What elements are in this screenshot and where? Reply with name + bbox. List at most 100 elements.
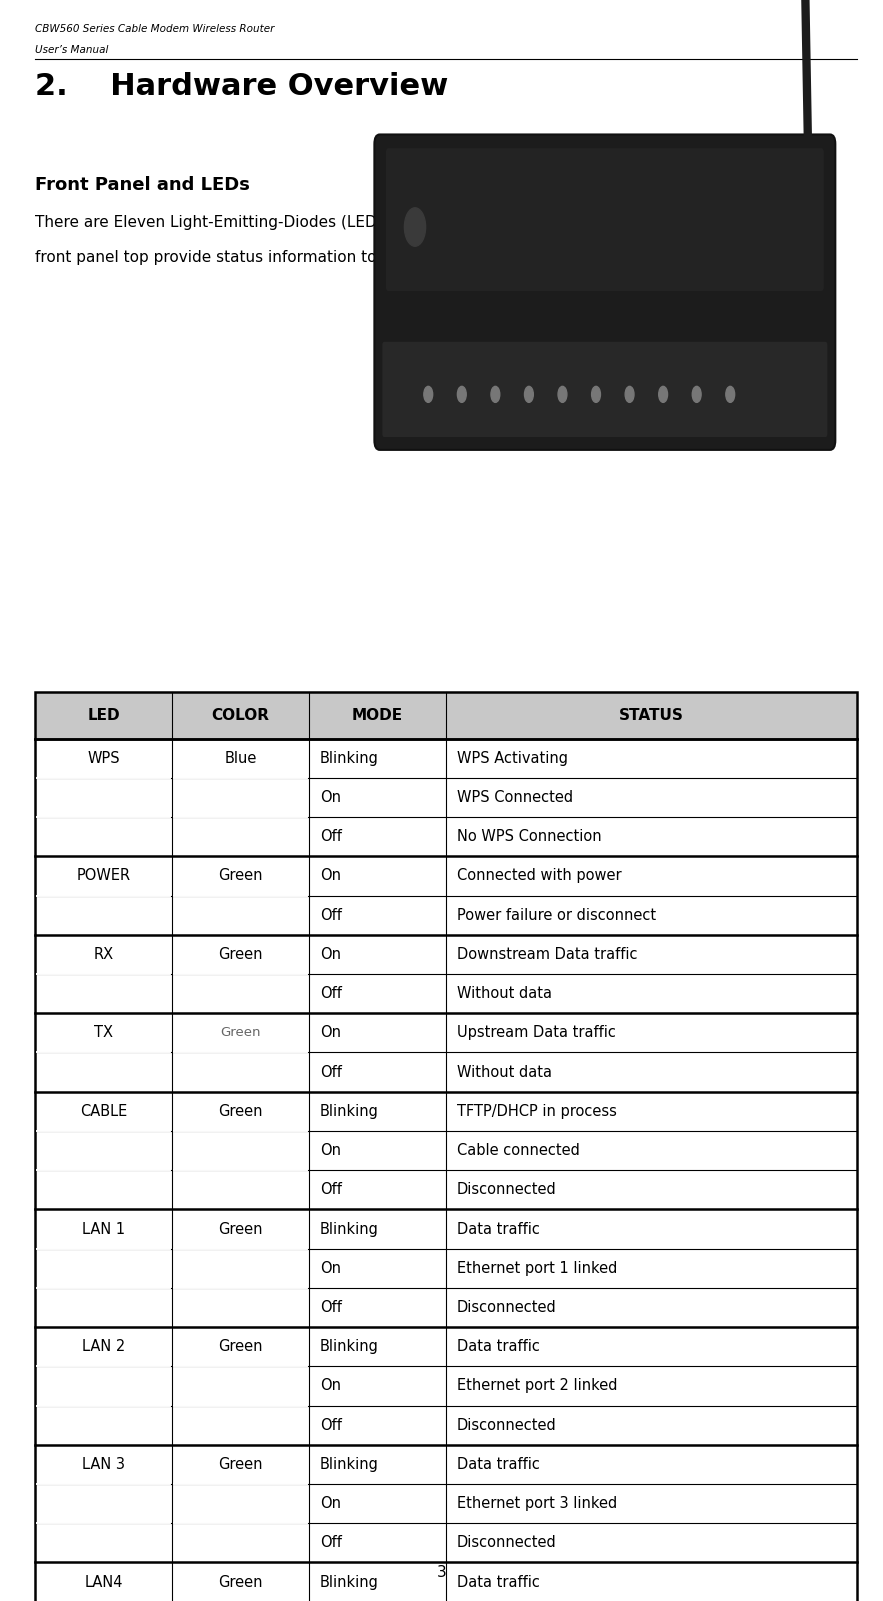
- FancyBboxPatch shape: [374, 134, 835, 450]
- Bar: [35, 857, 857, 895]
- Text: Ethernet port 1 linked: Ethernet port 1 linked: [457, 1260, 617, 1276]
- Text: WPS Connected: WPS Connected: [457, 789, 573, 805]
- Text: Green: Green: [218, 946, 263, 962]
- Text: Data traffic: Data traffic: [457, 1457, 540, 1471]
- Text: Off: Off: [320, 1417, 342, 1433]
- Bar: [35, 1013, 857, 1052]
- Text: CBW560 Series Cable Modem Wireless Router: CBW560 Series Cable Modem Wireless Route…: [35, 24, 275, 34]
- Text: 2.    Hardware Overview: 2. Hardware Overview: [35, 72, 449, 101]
- Bar: [35, 692, 857, 738]
- Text: On: On: [320, 1495, 341, 1511]
- Circle shape: [491, 386, 500, 402]
- Text: Green: Green: [218, 1457, 263, 1471]
- Bar: [35, 817, 857, 857]
- Text: Disconnected: Disconnected: [457, 1182, 556, 1198]
- Bar: [35, 1092, 857, 1130]
- Text: Downstream Data traffic: Downstream Data traffic: [457, 946, 637, 962]
- Text: Blinking: Blinking: [320, 1574, 379, 1590]
- Text: CABLE: CABLE: [80, 1103, 127, 1119]
- Text: Off: Off: [320, 1065, 342, 1079]
- FancyBboxPatch shape: [386, 149, 824, 291]
- Bar: [35, 738, 857, 778]
- Text: LAN 1: LAN 1: [82, 1222, 125, 1236]
- Text: Ethernet port 3 linked: Ethernet port 3 linked: [457, 1495, 616, 1511]
- Text: WPS Activating: WPS Activating: [457, 751, 568, 765]
- Bar: [35, 1130, 857, 1170]
- Bar: [35, 1523, 857, 1563]
- Circle shape: [558, 386, 567, 402]
- Text: Upstream Data traffic: Upstream Data traffic: [457, 1025, 615, 1041]
- Text: Disconnected: Disconnected: [457, 1417, 556, 1433]
- Text: LAN 2: LAN 2: [82, 1338, 125, 1354]
- Text: On: On: [320, 946, 341, 962]
- Bar: [35, 1484, 857, 1523]
- Bar: [35, 692, 857, 1601]
- Text: Front Panel and LEDs: Front Panel and LEDs: [35, 176, 250, 194]
- Text: Off: Off: [320, 829, 342, 844]
- Text: On: On: [320, 789, 341, 805]
- Bar: [35, 1209, 857, 1249]
- Text: Without data: Without data: [457, 1065, 552, 1079]
- Text: LAN4: LAN4: [85, 1574, 123, 1590]
- Text: On: On: [320, 1025, 341, 1041]
- Text: Blinking: Blinking: [320, 751, 379, 765]
- Text: LED: LED: [87, 708, 120, 722]
- Text: Off: Off: [320, 986, 342, 1001]
- Text: 3: 3: [436, 1564, 447, 1580]
- Text: Green: Green: [218, 1222, 263, 1236]
- Bar: [35, 973, 857, 1013]
- Bar: [35, 1563, 857, 1601]
- Text: Blinking: Blinking: [320, 1457, 379, 1471]
- Bar: [35, 1249, 857, 1287]
- Text: RX: RX: [94, 946, 114, 962]
- Circle shape: [625, 386, 634, 402]
- Bar: [35, 1406, 857, 1444]
- Circle shape: [525, 386, 533, 402]
- Text: Green: Green: [218, 1338, 263, 1354]
- Text: Disconnected: Disconnected: [457, 1300, 556, 1314]
- Text: Data traffic: Data traffic: [457, 1574, 540, 1590]
- Text: Blinking: Blinking: [320, 1103, 379, 1119]
- Text: Off: Off: [320, 908, 342, 922]
- Text: Connected with power: Connected with power: [457, 868, 621, 884]
- Text: Off: Off: [320, 1300, 342, 1314]
- FancyBboxPatch shape: [382, 341, 827, 437]
- Text: Cable connected: Cable connected: [457, 1143, 579, 1158]
- Text: Off: Off: [320, 1535, 342, 1550]
- Bar: [35, 895, 857, 935]
- Text: Power failure or disconnect: Power failure or disconnect: [457, 908, 656, 922]
- Text: Green: Green: [218, 1103, 263, 1119]
- Text: Data traffic: Data traffic: [457, 1338, 540, 1354]
- Bar: [35, 778, 857, 817]
- Text: Blinking: Blinking: [320, 1338, 379, 1354]
- Circle shape: [726, 386, 735, 402]
- Text: WPS: WPS: [87, 751, 120, 765]
- Text: TX: TX: [94, 1025, 113, 1041]
- Bar: [35, 1327, 857, 1366]
- Bar: [35, 1052, 857, 1092]
- Text: No WPS Connection: No WPS Connection: [457, 829, 601, 844]
- Circle shape: [424, 386, 433, 402]
- Text: STATUS: STATUS: [619, 708, 683, 722]
- Text: Green: Green: [218, 1574, 263, 1590]
- Text: Data traffic: Data traffic: [457, 1222, 540, 1236]
- Text: COLOR: COLOR: [212, 708, 269, 722]
- Text: MODE: MODE: [352, 708, 403, 722]
- Text: front panel top provide status information to the user.: front panel top provide status informati…: [35, 250, 449, 264]
- Circle shape: [659, 386, 668, 402]
- Text: Ethernet port 2 linked: Ethernet port 2 linked: [457, 1378, 617, 1393]
- Text: On: On: [320, 868, 341, 884]
- Bar: [35, 1366, 857, 1406]
- Text: Disconnected: Disconnected: [457, 1535, 556, 1550]
- Circle shape: [404, 208, 426, 247]
- Text: User’s Manual: User’s Manual: [35, 45, 109, 54]
- Text: Without data: Without data: [457, 986, 552, 1001]
- Text: TFTP/DHCP in process: TFTP/DHCP in process: [457, 1103, 616, 1119]
- Bar: [35, 1287, 857, 1327]
- Text: Off: Off: [320, 1182, 342, 1198]
- Bar: [35, 1444, 857, 1484]
- Text: Green: Green: [221, 1026, 260, 1039]
- Text: Blue: Blue: [224, 751, 257, 765]
- Text: On: On: [320, 1378, 341, 1393]
- Circle shape: [692, 386, 701, 402]
